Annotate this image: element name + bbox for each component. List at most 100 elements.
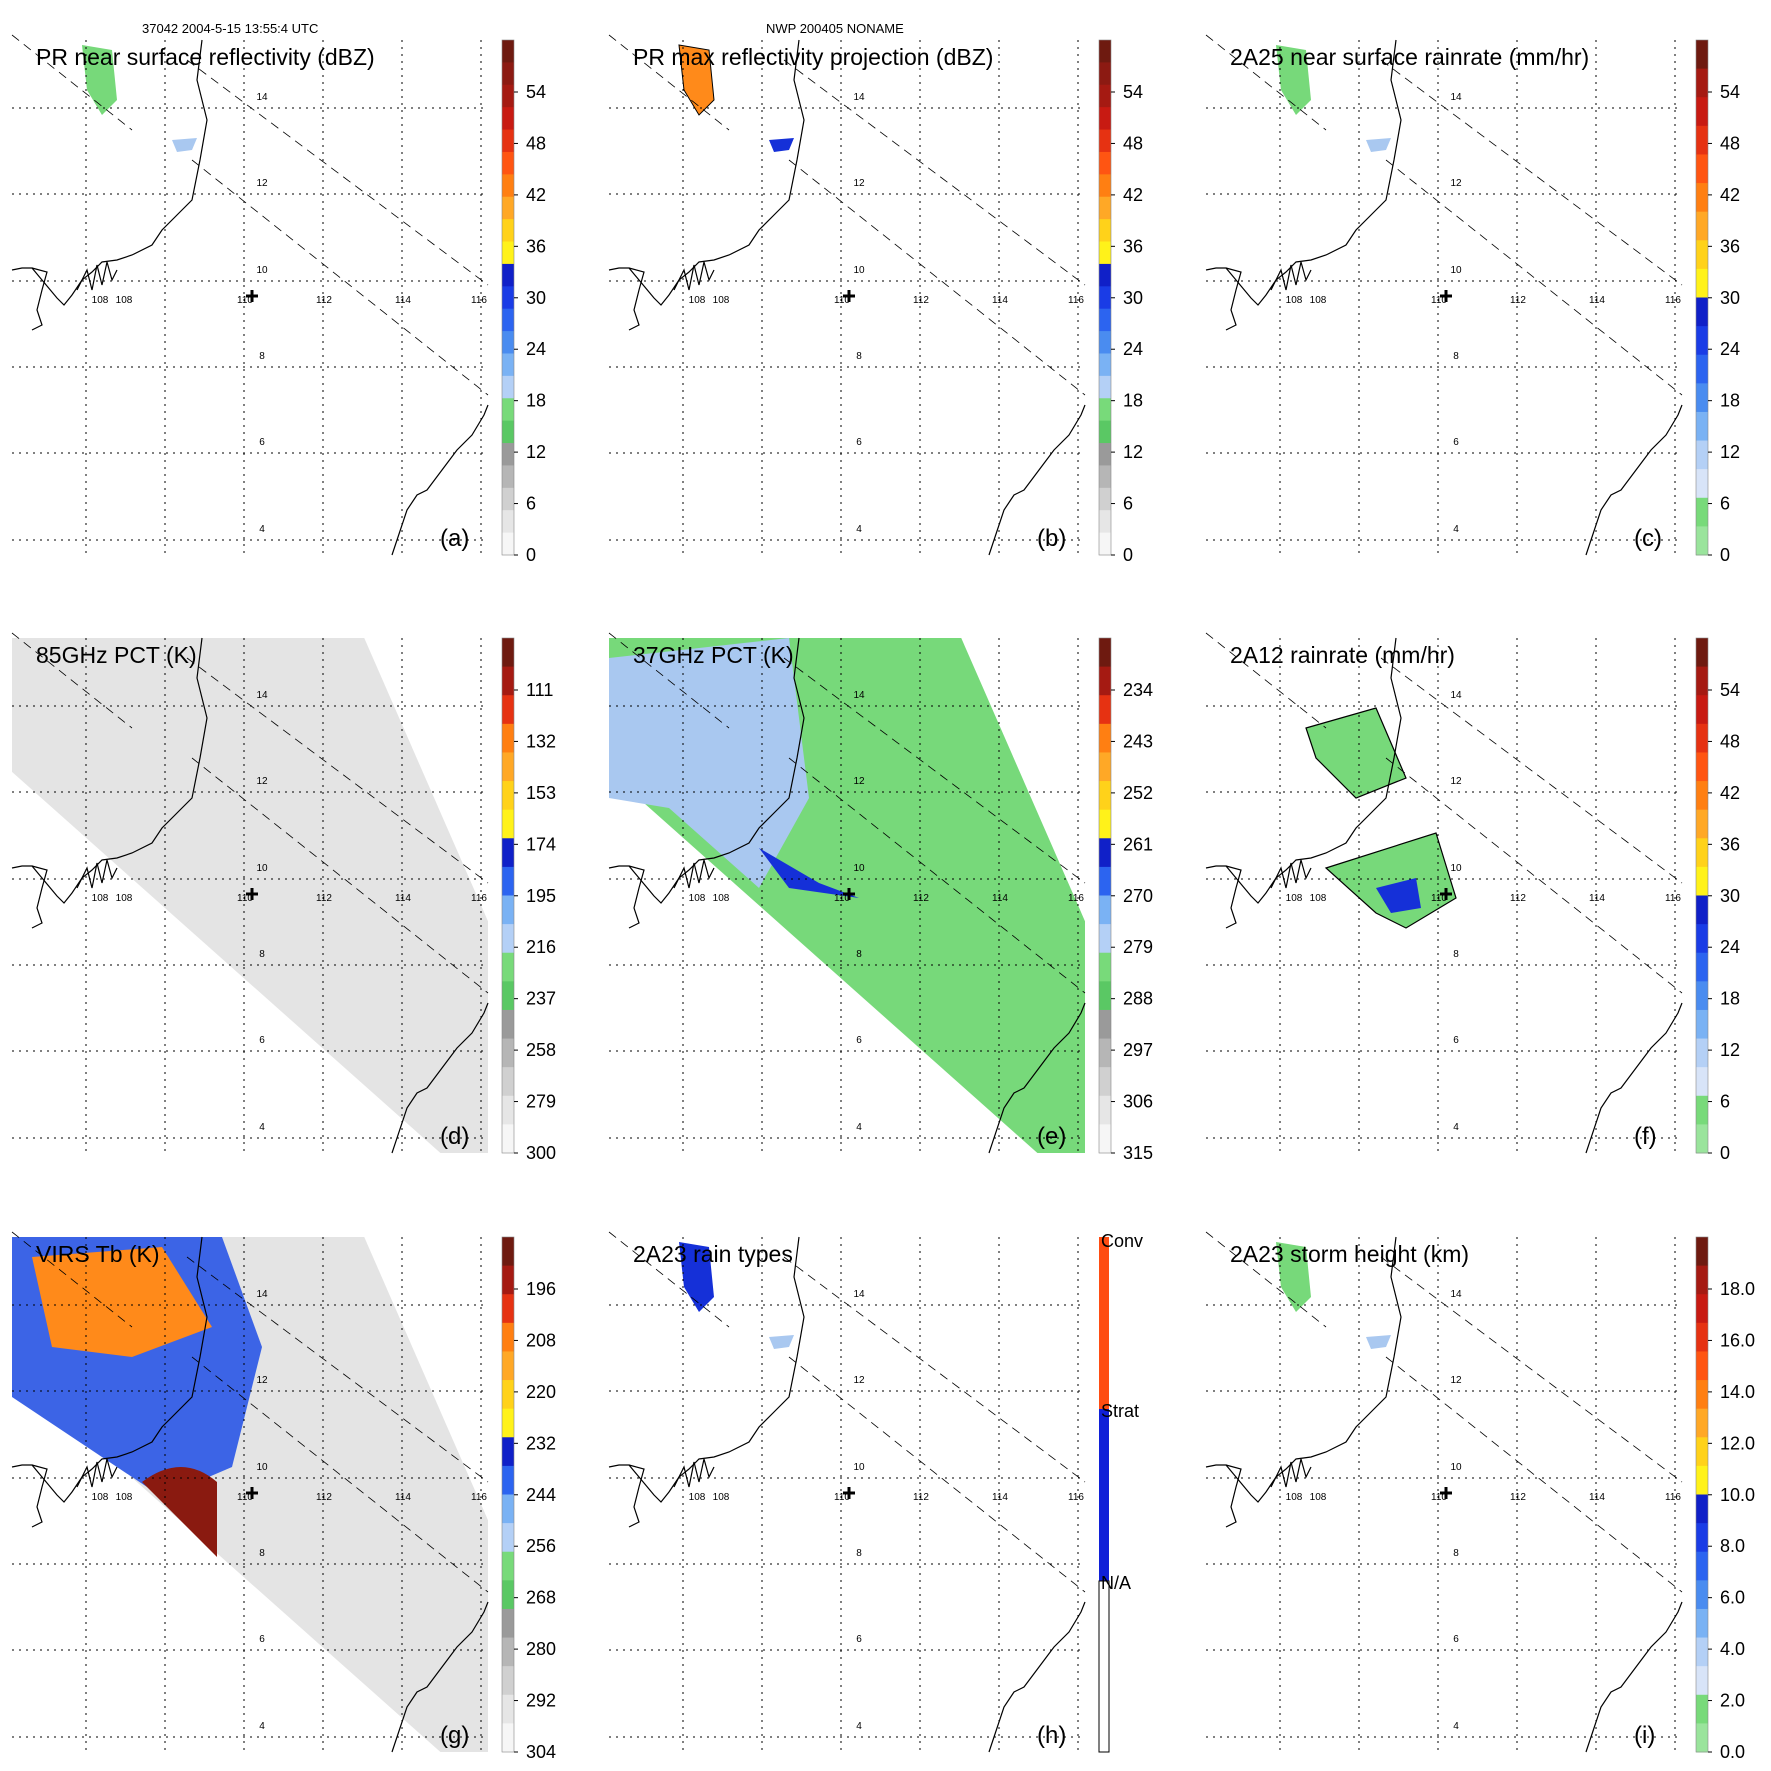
colorbar-segment — [1696, 1294, 1708, 1324]
lon-tick-label: 110 — [834, 893, 850, 904]
colorbar-segment — [502, 331, 514, 354]
colorbar-segment — [1696, 924, 1708, 954]
colorbar-segment — [1099, 752, 1111, 782]
lat-tick-label: 10 — [853, 265, 865, 276]
colorbar-segment — [1099, 532, 1111, 556]
colorbar-a: 54 48 42 36 30 24 18 12 6 0 — [501, 39, 546, 565]
colorbar-tick-label: 232 — [526, 1433, 556, 1453]
colorbar-tick-label: 220 — [526, 1382, 556, 1402]
colorbar-segment — [1696, 1523, 1708, 1553]
colorbar-segment — [1696, 1694, 1708, 1724]
colorbar-segment — [1099, 866, 1111, 896]
lat-tick-label: 8 — [856, 1548, 862, 1559]
lon-tick-label: 110 — [1431, 295, 1447, 306]
coastline-borneo — [391, 1002, 489, 1154]
lat-tick-label: 4 — [1453, 1122, 1459, 1133]
colorbar-segment — [1696, 1265, 1708, 1295]
coastline-peninsula — [31, 1464, 48, 1528]
colorbar-segment — [1696, 183, 1708, 213]
swath-edge — [1205, 1231, 1327, 1328]
lat-tick-label: 10 — [256, 265, 268, 276]
colorbar-tick-label: 54 — [526, 82, 546, 102]
coastline-peninsula — [628, 267, 645, 331]
colorbar-tick-label: 0 — [1123, 545, 1133, 565]
colorbar-segment — [1099, 510, 1111, 534]
colorbar-d: 111 132 153 174 195 216 237 258 279 300 — [501, 637, 556, 1163]
colorbar-segment — [502, 174, 514, 198]
colorbar-segment — [1696, 895, 1708, 925]
colorbar-segment — [502, 866, 514, 896]
lon-tick-label: 108 — [116, 893, 133, 904]
colorbar-segment — [1696, 1124, 1708, 1154]
colorbar-tick-label: 237 — [526, 989, 556, 1009]
lon-tick-label: 108 — [116, 295, 133, 306]
colorbar-segment — [502, 510, 514, 534]
colorbar-segment — [502, 666, 514, 696]
colorbar-segment — [1696, 1237, 1708, 1267]
colorbar-segment — [1696, 40, 1708, 70]
lon-tick-label: 112 — [913, 295, 929, 306]
lon-tick-label: 114 — [395, 295, 411, 306]
colorbar-e: 234 243 252 261 270 279 288 297 306 315 — [1098, 637, 1153, 1163]
coastline-delta — [76, 1458, 118, 1488]
coastline-delta — [673, 1458, 715, 1488]
colorbar-segment — [1696, 1608, 1708, 1639]
colorbar-tick-label: 30 — [1720, 886, 1740, 906]
colorbar-segment — [502, 1723, 514, 1753]
lon-tick-label: 116 — [1665, 1492, 1681, 1503]
rain-area — [1324, 832, 1457, 929]
colorbar-segment — [1099, 723, 1111, 753]
swath-edge — [1385, 757, 1683, 994]
lat-tick-label: 4 — [259, 524, 265, 535]
colorbar-segment — [1696, 440, 1708, 470]
colorbar-segment — [502, 1237, 514, 1267]
lon-tick-label: 110 — [1431, 1492, 1447, 1503]
colorbar-tick-label: 261 — [1123, 834, 1153, 854]
colorbar-f: 54 48 42 36 30 24 18 12 6 0 — [1695, 637, 1740, 1163]
colorbar-tick-label: 306 — [1123, 1092, 1153, 1112]
colorbar-tick-label: 2.0 — [1720, 1691, 1745, 1711]
lat-tick-label: 14 — [853, 92, 865, 103]
colorbar-tick-label: 18 — [1720, 989, 1740, 1009]
colorbar-segment — [1099, 241, 1111, 265]
colorbar-segment — [502, 1038, 514, 1068]
coastline-delta — [673, 859, 715, 889]
rain-cell — [679, 1242, 714, 1312]
swath-edge — [186, 657, 489, 884]
lon-tick-label: 108 — [1310, 1492, 1327, 1503]
lon-tick-label: 114 — [992, 893, 1008, 904]
lat-tick-label: 10 — [1450, 1462, 1462, 1473]
colorbar-segment — [1696, 866, 1708, 896]
colorbar-segment — [1099, 781, 1111, 811]
rain-cell — [1366, 1335, 1391, 1349]
colorbar-segment — [1696, 240, 1708, 270]
lat-tick-label: 12 — [853, 1375, 865, 1386]
colorbar-segment — [502, 1666, 514, 1696]
lon-tick-label: 112 — [316, 893, 332, 904]
colorbar-segment — [502, 286, 514, 310]
colorbar-tick-label: 279 — [1123, 937, 1153, 957]
colorbar-segment — [502, 752, 514, 782]
lat-tick-label: 4 — [856, 1721, 862, 1732]
colorbar-conv — [1099, 1237, 1109, 1409]
colorbar-segment — [1696, 809, 1708, 839]
colorbar-segment — [502, 420, 514, 444]
colorbar-segment — [1099, 40, 1111, 63]
colorbar-tick-label: 16.0 — [1720, 1330, 1755, 1350]
coastline-peninsula — [628, 865, 645, 929]
colorbar-segment — [502, 62, 514, 86]
colorbar-segment — [502, 219, 514, 243]
lon-tick-label: 116 — [471, 295, 487, 306]
colorbar-tick-label: 36 — [1720, 834, 1740, 854]
lat-tick-label: 14 — [853, 690, 865, 701]
lon-tick-label: 108 — [689, 1492, 706, 1503]
lat-tick-label: 10 — [853, 863, 865, 874]
very-cold-cloud — [32, 1247, 212, 1357]
coastline-borneo — [988, 1601, 1086, 1753]
colorbar-tick-label: 0 — [1720, 1143, 1730, 1163]
coastline-delta — [76, 261, 118, 291]
panel-title: 2A23 rain types — [633, 1241, 793, 1267]
panel-label: (c) — [1634, 525, 1662, 552]
